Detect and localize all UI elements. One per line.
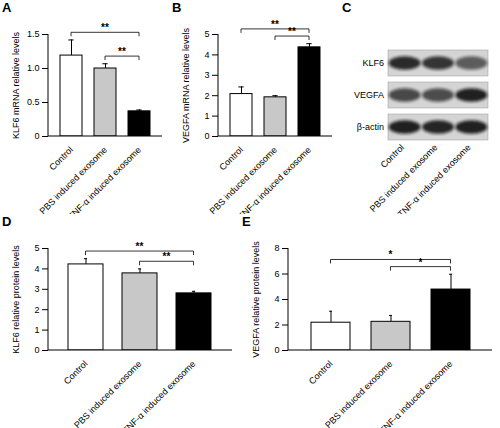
svg-text:**: ** (163, 251, 171, 262)
svg-text:VEGFA mRNA relative levels: VEGFA mRNA relative levels (181, 27, 191, 143)
svg-text:1.5: 1.5 (27, 29, 40, 39)
svg-text:**: ** (271, 19, 279, 30)
svg-text:KLF6 mRNA relative levels: KLF6 mRNA relative levels (11, 31, 21, 139)
svg-text:PBS induced exosome: PBS induced exosome (37, 145, 108, 214)
svg-text:**: ** (288, 26, 296, 37)
svg-text:2: 2 (274, 320, 279, 330)
svg-text:3: 3 (34, 284, 39, 294)
svg-text:0: 0 (34, 131, 39, 141)
svg-text:TNF-α induced exosome: TNF-α induced exosome (378, 359, 455, 428)
svg-text:1: 1 (204, 111, 209, 121)
svg-text:**: ** (118, 46, 126, 57)
svg-text:β-actin: β-actin (357, 122, 384, 132)
svg-text:TNF-α induced exosome: TNF-α induced exosome (236, 145, 313, 214)
svg-text:Control: Control (62, 359, 90, 387)
svg-text:2: 2 (34, 305, 39, 315)
html-text:E: E (242, 214, 251, 229)
svg-text:Control: Control (378, 142, 406, 170)
html-text:B: B (172, 0, 182, 15)
svg-text:1: 1 (34, 325, 39, 335)
svg-text:VEGFA: VEGFA (354, 90, 384, 100)
svg-text:PBS induced exosome: PBS induced exosome (323, 359, 394, 428)
svg-text:0.5: 0.5 (27, 97, 40, 107)
svg-text:0: 0 (274, 345, 279, 355)
svg-text:4: 4 (274, 294, 279, 304)
svg-text:3: 3 (204, 70, 209, 80)
svg-text:VEGFA relative protein levels: VEGFA relative protein levels (251, 241, 261, 358)
svg-text:0: 0 (204, 131, 209, 141)
svg-text:8: 8 (274, 243, 279, 253)
svg-text:*: * (419, 257, 423, 268)
svg-text:KLF6: KLF6 (362, 58, 384, 68)
svg-text:2: 2 (204, 91, 209, 101)
svg-text:TNF-α induced exosome: TNF-α induced exosome (66, 145, 143, 214)
svg-text:KLF6 relative protein levels: KLF6 relative protein levels (11, 245, 21, 354)
svg-text:0: 0 (34, 345, 39, 355)
svg-text:TNF-α induced exosome: TNF-α induced exosome (121, 359, 198, 428)
html-text:A: A (2, 0, 12, 15)
svg-text:Control: Control (217, 145, 245, 173)
svg-text:**: ** (101, 22, 109, 33)
svg-text:6: 6 (274, 269, 279, 279)
svg-text:TNF-α induced exosome: TNF-α induced exosome (396, 142, 473, 214)
svg-text:4: 4 (34, 264, 39, 274)
svg-text:5: 5 (34, 243, 39, 253)
html-text:D: D (2, 214, 12, 229)
svg-text:1.0: 1.0 (27, 63, 40, 73)
svg-text:*: * (389, 249, 393, 260)
svg-text:**: ** (136, 241, 144, 252)
svg-text:4: 4 (204, 50, 209, 60)
svg-text:PBS induced exosome: PBS induced exosome (207, 145, 278, 214)
svg-text:Control: Control (47, 145, 75, 173)
svg-text:Control: Control (307, 359, 335, 387)
svg-text:5: 5 (204, 29, 209, 39)
svg-text:PBS induced exosome: PBS induced exosome (368, 142, 440, 214)
html-text:C: C (342, 0, 352, 15)
